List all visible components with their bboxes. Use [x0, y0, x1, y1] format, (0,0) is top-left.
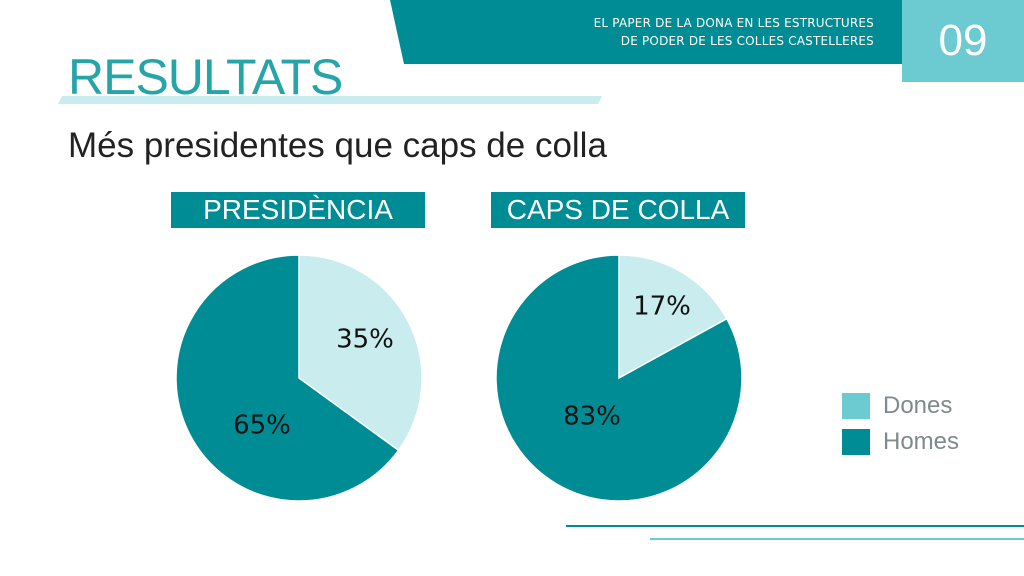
footer-line-top — [566, 525, 1024, 527]
legend-swatch-homes — [842, 429, 870, 455]
pie-slice-caps-de-colla-homes — [495, 254, 743, 502]
header-caption: EL PAPER DE LA DONA EN LES ESTRUCTURES D… — [514, 14, 874, 50]
legend-item-homes: Homes — [842, 424, 959, 460]
pie-data-label-presidencia-homes: 65% — [233, 411, 291, 441]
pie-data-label-caps-de-colla-dones: 17% — [633, 292, 691, 322]
pie-slice-presidencia-dones — [298, 254, 423, 452]
legend-label-dones: Dones — [883, 392, 953, 419]
pie-slice-caps-de-colla-dones — [618, 254, 728, 380]
legend-label-homes: Homes — [883, 428, 960, 455]
page-title: RESULTATS — [68, 49, 343, 105]
header-caption-line1: EL PAPER DE LA DONA EN LES ESTRUCTURES — [593, 16, 874, 30]
header-band — [390, 0, 1024, 82]
title-underline — [58, 96, 602, 104]
legend: Dones Homes — [842, 388, 959, 460]
pie-slice-presidencia-homes — [175, 254, 400, 502]
legend-item-dones: Dones — [842, 388, 959, 424]
page-number-box — [902, 0, 1024, 82]
page-subtitle: Més presidentes que caps de colla — [68, 126, 607, 165]
footer-line-bottom — [650, 538, 1024, 540]
chart-title-presidencia: PRESIDÈNCIA — [171, 192, 425, 228]
header-caption-line2: DE PODER DE LES COLLES CASTELLERES — [620, 34, 874, 48]
pie-data-label-presidencia-dones: 35% — [336, 325, 394, 355]
legend-swatch-dones — [842, 393, 870, 419]
chart-title-caps-de-colla: CAPS DE COLLA — [491, 192, 745, 228]
page-number: 09 — [938, 16, 988, 65]
header-banner-shape — [390, 0, 902, 64]
pie-data-label-caps-de-colla-homes: 83% — [563, 402, 621, 432]
